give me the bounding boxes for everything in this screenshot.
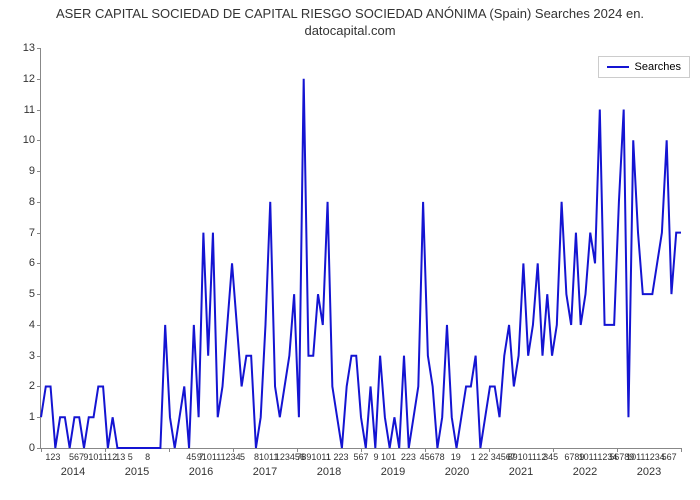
ytick-label: 5 <box>11 288 35 300</box>
ytick-label: 2 <box>11 380 35 392</box>
ytick-label: 9 <box>11 165 35 177</box>
ytick-label: 11 <box>11 104 35 116</box>
ytick-label: 0 <box>11 442 35 454</box>
xtick-mark <box>41 448 42 452</box>
ytick-mark <box>37 325 41 326</box>
xtick-mark <box>169 448 170 452</box>
xtick-mark <box>489 448 490 452</box>
xtick-month: 567 <box>353 452 368 462</box>
ytick-mark <box>37 202 41 203</box>
xtick-year: 2016 <box>189 466 213 478</box>
ytick-mark <box>37 386 41 387</box>
xtick-month: 567 <box>662 452 677 462</box>
ytick-label: 4 <box>11 319 35 331</box>
line-chart-svg <box>41 48 681 448</box>
legend-line-swatch <box>607 66 629 68</box>
xtick-month: 89101112 <box>508 452 547 462</box>
xtick-month: 1 22 <box>471 452 489 462</box>
ytick-mark <box>37 48 41 49</box>
ytick-label: 6 <box>11 257 35 269</box>
ytick-label: 3 <box>11 350 35 362</box>
plot-area: 012345678910111213 201420152016201720182… <box>40 48 681 449</box>
xtick-mark <box>553 448 554 452</box>
ytick-label: 8 <box>11 196 35 208</box>
ytick-mark <box>37 110 41 111</box>
xtick-mark <box>681 448 682 452</box>
xtick-month: 10111234 <box>626 452 665 462</box>
title-line-2: datocapital.com <box>304 23 395 38</box>
legend: Searches <box>598 56 690 78</box>
xtick-mark <box>425 448 426 452</box>
xtick-month: 345 <box>543 452 558 462</box>
xtick-mark <box>361 448 362 452</box>
xtick-month: 8 <box>145 452 150 462</box>
xtick-month: 123 <box>45 452 60 462</box>
xtick-year: 2023 <box>637 466 661 478</box>
xtick-mark <box>617 448 618 452</box>
xtick-mark <box>233 448 234 452</box>
xtick-month: 9101112 <box>83 452 117 462</box>
ytick-mark <box>37 356 41 357</box>
xtick-year: 2018 <box>317 466 341 478</box>
xtick-month: 45678 <box>420 452 445 462</box>
ytick-label: 10 <box>11 134 35 146</box>
series-line <box>41 79 681 448</box>
xtick-month: 13 5 <box>115 452 133 462</box>
xtick-year: 2022 <box>573 466 597 478</box>
xtick-mark <box>297 448 298 452</box>
ytick-mark <box>37 140 41 141</box>
title-line-1: ASER CAPITAL SOCIEDAD DE CAPITAL RIESGO … <box>56 6 644 21</box>
ytick-label: 12 <box>11 73 35 85</box>
xtick-month: 5 <box>240 452 245 462</box>
xtick-month: 223 <box>401 452 416 462</box>
xtick-year: 2014 <box>61 466 85 478</box>
xtick-year: 2015 <box>125 466 149 478</box>
ytick-label: 7 <box>11 227 35 239</box>
ytick-label: 1 <box>11 411 35 423</box>
xtick-month: 1 223 <box>326 452 349 462</box>
xtick-month: 567 <box>69 452 84 462</box>
ytick-mark <box>37 171 41 172</box>
xtick-year: 2019 <box>381 466 405 478</box>
xtick-year: 2017 <box>253 466 277 478</box>
ytick-mark <box>37 233 41 234</box>
chart-title: ASER CAPITAL SOCIEDAD DE CAPITAL RIESGO … <box>0 6 700 40</box>
ytick-mark <box>37 79 41 80</box>
legend-label: Searches <box>635 61 681 73</box>
xtick-year: 2020 <box>445 466 469 478</box>
chart-container: ASER CAPITAL SOCIEDAD DE CAPITAL RIESGO … <box>0 0 700 500</box>
xtick-month: 9 101 <box>373 452 396 462</box>
ytick-mark <box>37 294 41 295</box>
xtick-month: 910111234 <box>197 452 241 462</box>
ytick-label: 13 <box>11 42 35 54</box>
xtick-year: 2021 <box>509 466 533 478</box>
xtick-month: 19 <box>451 452 461 462</box>
ytick-mark <box>37 417 41 418</box>
xtick-mark <box>105 448 106 452</box>
ytick-mark <box>37 263 41 264</box>
